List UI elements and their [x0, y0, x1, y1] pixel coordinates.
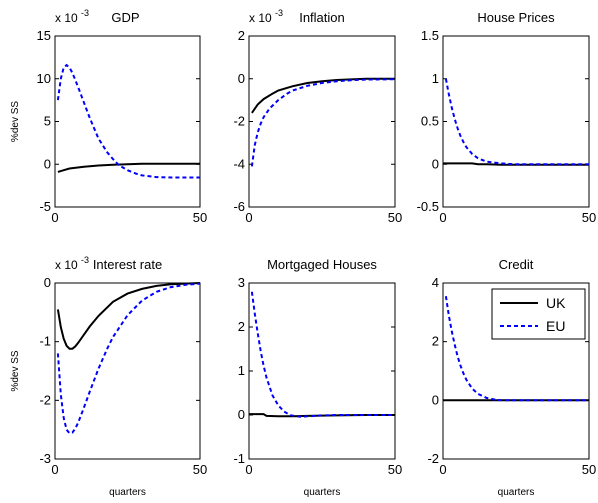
panel-4: -3 -2 -1 0 0 50 x 10 -3 Interest rate %dev SS qua…	[10, 255, 207, 498]
x-axis-label: quarters	[498, 487, 535, 498]
y-tick-label: -1	[39, 334, 51, 349]
x-tick-label: 50	[193, 210, 207, 225]
x-tick-label: 50	[193, 462, 207, 477]
panel-title: GDP	[111, 10, 139, 25]
legend-box	[491, 288, 586, 340]
x-tick-label: 0	[439, 462, 446, 477]
y-tick-label: 1	[432, 71, 439, 86]
x-axis-label: quarters	[109, 487, 146, 498]
axes-box	[54, 282, 201, 460]
y-tick-label: 10	[37, 71, 51, 86]
series-line-uk	[56, 282, 201, 350]
y-tick-label: 3	[238, 275, 245, 290]
x-tick-label: 50	[582, 210, 596, 225]
x-tick-label: 0	[439, 210, 446, 225]
y-tick-label: 2	[432, 334, 439, 349]
y-tick-label: 0	[44, 275, 51, 290]
y-tick-label: 1.5	[421, 28, 439, 43]
y-tick-label: -2	[427, 451, 439, 466]
x-tick-label: 0	[51, 210, 58, 225]
y-tick-label: 2	[238, 319, 245, 334]
panel-title: Credit	[499, 257, 534, 272]
y-tick-label: 15	[37, 28, 51, 43]
y-tick-label: 0	[432, 156, 439, 171]
series-line-eu	[444, 296, 589, 402]
x-tick-label: 0	[51, 462, 58, 477]
y-tick-label: -3	[39, 451, 51, 466]
series-line-eu	[250, 291, 395, 418]
y-tick-label: -1	[233, 451, 245, 466]
x-tick-label: 50	[388, 210, 402, 225]
y-axis-label: %dev SS	[10, 101, 21, 142]
series-line-uk	[443, 162, 589, 166]
axes-box	[248, 35, 396, 208]
x-tick-label: 0	[245, 210, 252, 225]
y-tick-label: -0.5	[417, 199, 439, 214]
x-tick-label: 0	[245, 462, 252, 477]
x-axis-label: quarters	[304, 487, 341, 498]
y-tick-label: 0	[432, 392, 439, 407]
y-tick-label: -2	[233, 114, 245, 129]
y-tick-label: 5	[44, 114, 51, 129]
y-tick-label: 0	[44, 156, 51, 171]
axis-exponent: x 10 -3	[55, 8, 89, 25]
panel-title: Mortgaged Houses	[267, 257, 377, 272]
x-tick-label: 50	[582, 462, 596, 477]
x-tick-label: 50	[388, 462, 402, 477]
y-tick-label: 2	[238, 28, 245, 43]
axes-box	[248, 282, 396, 460]
axes-box	[54, 35, 201, 208]
legend-label-uk: UK	[546, 295, 566, 311]
y-tick-label: 0	[238, 71, 245, 86]
panel-title: Inflation	[299, 10, 345, 25]
y-tick-label: 0.5	[421, 114, 439, 129]
panel-title: House Prices	[477, 10, 555, 25]
series-line-eu	[56, 63, 200, 179]
axis-exponent: x 10 -3	[55, 255, 89, 272]
panel-2: -6 -4 -2 0 2 0 50 x 10 -3 Inflation	[233, 8, 402, 225]
series-line-eu	[56, 282, 201, 435]
series-line-eu	[444, 78, 589, 166]
y-tick-label: -2	[39, 392, 51, 407]
y-tick-label: -6	[233, 199, 245, 214]
panel-title: Interest rate	[93, 257, 162, 272]
legend-label-eu: EU	[546, 318, 565, 334]
series-line-uk	[57, 162, 200, 173]
y-tick-label: 4	[432, 275, 439, 290]
legend: UK EU	[491, 288, 586, 340]
y-axis-label: %dev SS	[10, 350, 21, 391]
axis-exponent: x 10 -3	[249, 8, 283, 25]
axes-box	[442, 35, 590, 208]
y-tick-label: 0	[238, 407, 245, 422]
y-tick-label: -4	[233, 156, 245, 171]
y-tick-label: 1	[238, 363, 245, 378]
y-tick-label: -5	[39, 199, 51, 214]
series-line-eu	[250, 78, 396, 167]
